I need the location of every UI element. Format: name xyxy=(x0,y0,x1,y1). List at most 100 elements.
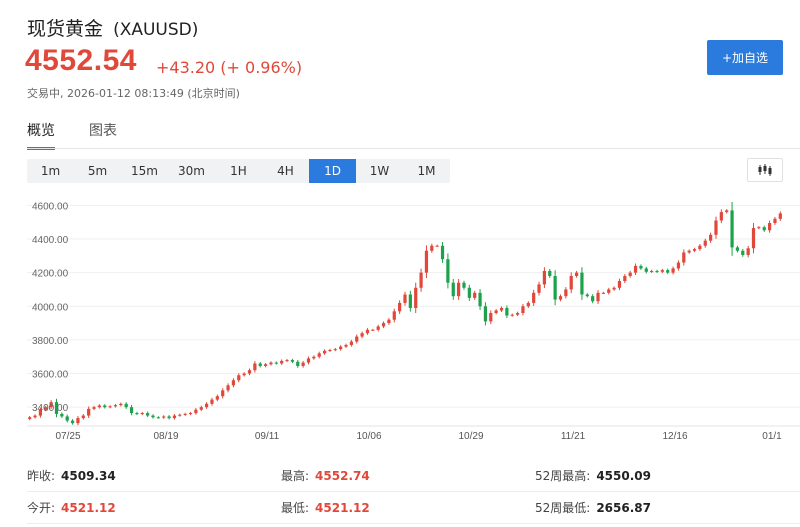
stat-value: 4521.12 xyxy=(315,500,370,515)
candle-body xyxy=(532,292,536,303)
stat-value: 4509.34 xyxy=(61,468,116,483)
candle-body xyxy=(703,240,707,246)
candle-body xyxy=(221,390,225,397)
period-15m[interactable]: 15m xyxy=(131,164,158,178)
candle-body xyxy=(650,270,654,272)
candle-body xyxy=(355,336,359,342)
stat-value: 4550.09 xyxy=(596,468,651,483)
candle-body xyxy=(591,296,595,302)
candle-body xyxy=(741,250,745,255)
candle-body xyxy=(478,292,482,307)
candle-body xyxy=(596,292,600,302)
candle-body xyxy=(253,363,257,371)
candle-body xyxy=(81,415,85,419)
candle-body xyxy=(381,323,386,327)
candle-body xyxy=(660,270,664,272)
stat-label: 最低: xyxy=(281,501,310,515)
candle-body xyxy=(521,306,525,313)
candle-body xyxy=(757,227,761,229)
candle-body xyxy=(542,270,547,285)
candle-body xyxy=(709,234,713,241)
candle-body xyxy=(156,417,160,419)
price-change: +43.20 (+ 0.96%) xyxy=(156,58,303,77)
candle-body xyxy=(301,362,305,366)
candle-body xyxy=(548,270,552,276)
y-tick-label: 4400.00 xyxy=(32,235,69,246)
period-4h[interactable]: 4H xyxy=(277,164,294,178)
candle-body xyxy=(767,223,772,231)
candle-body xyxy=(162,416,166,418)
candle-body xyxy=(258,363,262,366)
candle-body xyxy=(419,272,423,288)
chart-type-button[interactable] xyxy=(747,158,783,182)
instrument-symbol: (XAUUSD) xyxy=(113,20,199,40)
candle-body xyxy=(188,413,193,415)
candle-body xyxy=(403,294,407,303)
candle-body xyxy=(70,420,75,424)
candle-body xyxy=(285,360,289,362)
period-1m[interactable]: 1m xyxy=(40,164,61,178)
candle-body xyxy=(387,319,391,324)
candle-body xyxy=(210,399,214,404)
chart-candles xyxy=(28,202,782,426)
candle-body xyxy=(328,350,332,351)
x-tick-label: 09/11 xyxy=(255,431,280,442)
candle-body xyxy=(333,349,337,351)
period-1h[interactable]: 1H xyxy=(230,164,247,178)
candle-body xyxy=(247,370,252,374)
candle-body xyxy=(580,272,584,295)
stat-label: 52周最高: xyxy=(535,469,591,483)
candle-body xyxy=(735,247,740,251)
period-1mo[interactable]: 1M xyxy=(417,164,436,178)
stat-52w-high: 52周最高: 4550.09 xyxy=(535,467,789,484)
tab-chart[interactable]: 图表 xyxy=(89,123,117,139)
tab-overview[interactable]: 概览 xyxy=(27,120,55,150)
period-5m[interactable]: 5m xyxy=(87,164,108,178)
candle-body xyxy=(344,344,348,347)
stat-label: 52周最低: xyxy=(535,501,591,515)
candle-body xyxy=(655,270,659,272)
candle-body xyxy=(628,272,632,276)
period-1d[interactable]: 1D xyxy=(309,159,356,183)
candle-body xyxy=(408,294,412,308)
candle-body xyxy=(725,210,729,213)
candle-body xyxy=(215,396,219,400)
candle-body xyxy=(430,245,434,251)
candle-body xyxy=(44,407,48,410)
add-watchlist-button[interactable]: +加自选 xyxy=(707,40,783,75)
candle-body xyxy=(226,385,230,391)
candle-body xyxy=(773,218,777,224)
candle-body xyxy=(124,403,128,408)
candle-body xyxy=(97,405,101,408)
candle-body xyxy=(108,406,112,408)
stat-low: 最低: 4521.12 xyxy=(281,499,535,516)
candle-body xyxy=(113,405,118,407)
candle-body xyxy=(435,245,439,247)
candle-body xyxy=(751,228,756,249)
candle-body xyxy=(746,248,750,255)
x-tick-label: 08/19 xyxy=(153,431,178,442)
y-tick-label: 3800.00 xyxy=(32,336,69,347)
candle-body xyxy=(574,272,579,276)
candle-body xyxy=(719,212,723,221)
instrument-title: 现货黄金 (XAUUSD) xyxy=(27,14,198,41)
candle-body xyxy=(296,361,300,366)
candle-body xyxy=(446,259,450,283)
period-30m[interactable]: 30m xyxy=(178,164,205,178)
candle-body xyxy=(457,282,461,297)
price-chart[interactable]: 4600.00 4400.00 4200.00 4000.00 3800.00 3600.… xyxy=(0,192,800,450)
candle-body xyxy=(564,289,568,297)
stat-label: 昨收: xyxy=(27,469,56,483)
candle-body xyxy=(671,268,675,273)
candle-body xyxy=(172,415,177,419)
x-tick-label: 07/25 xyxy=(55,431,80,442)
candle-body xyxy=(103,405,107,408)
period-1w[interactable]: 1W xyxy=(369,164,390,178)
candle-body xyxy=(49,402,53,408)
trading-status: 交易中, 2026-01-12 08:13:49 (北京时间) xyxy=(27,87,240,100)
candle-body xyxy=(290,360,295,362)
candle-body xyxy=(676,262,681,269)
candle-body xyxy=(639,265,643,269)
candle-body xyxy=(349,341,353,345)
candle-body xyxy=(682,252,686,263)
